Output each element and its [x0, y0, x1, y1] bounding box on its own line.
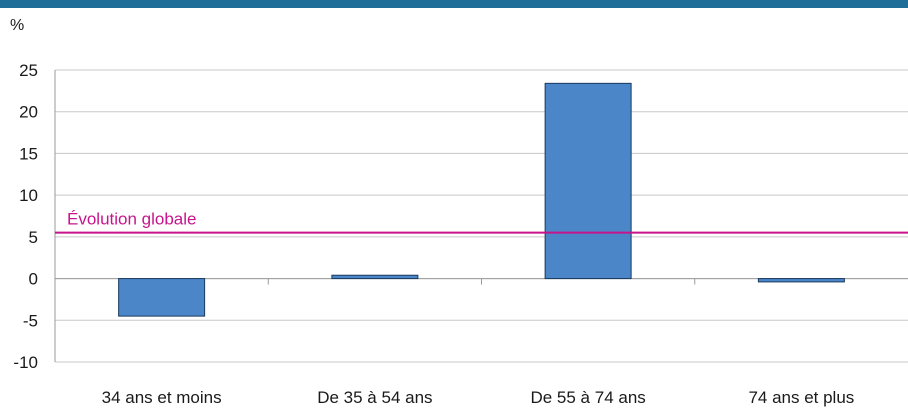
y-tick-label: -5: [23, 311, 38, 330]
x-category-label: 34 ans et moins: [102, 388, 222, 407]
y-axis-ticks: 25 20 15 10 5 0 -5 -10: [13, 61, 38, 372]
y-tick-label: 0: [29, 270, 38, 289]
bar: [544, 82, 632, 280]
x-category-label: De 55 à 74 ans: [530, 388, 645, 407]
reference-line-group: Évolution globale: [55, 210, 908, 234]
header-band: [0, 0, 908, 8]
bar: [331, 274, 419, 280]
y-tick-label: 25: [19, 61, 38, 80]
bar: [757, 278, 845, 283]
y-tick-label: 20: [19, 103, 38, 122]
reference-line-label: Évolution globale: [67, 210, 196, 229]
x-category-label: De 35 à 54 ans: [317, 388, 432, 407]
x-axis-categories: 34 ans et moins De 35 à 54 ans De 55 à 74 …: [102, 388, 855, 407]
y-tick-label: -10: [13, 353, 38, 372]
y-tick-label: 5: [29, 228, 38, 247]
y-tick-label: 15: [19, 144, 38, 163]
y-tick-label: 10: [19, 186, 38, 205]
bars: [118, 82, 845, 317]
y-axis-unit-label: %: [10, 17, 24, 34]
bar: [118, 278, 206, 317]
x-category-label: 74 ans et plus: [748, 388, 854, 407]
